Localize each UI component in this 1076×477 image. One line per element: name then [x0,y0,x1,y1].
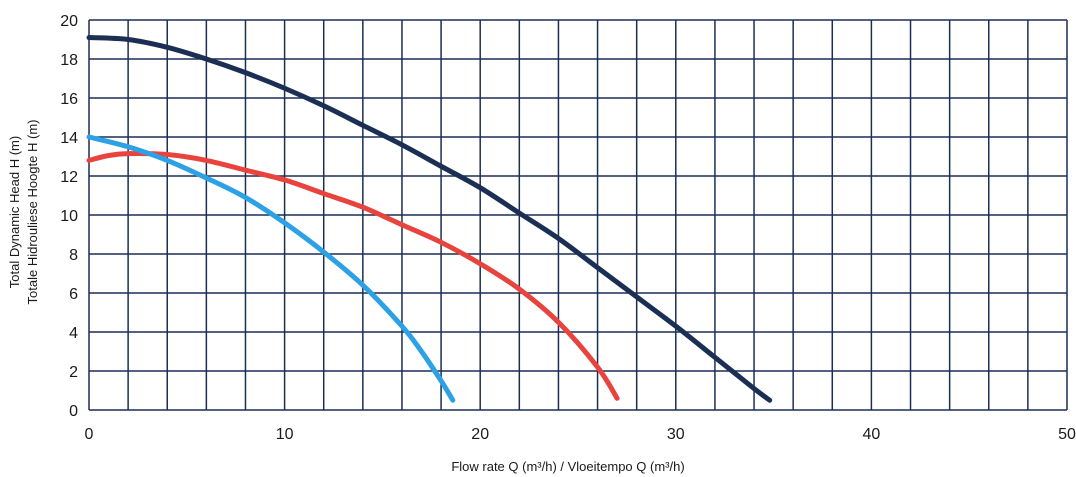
x-tick-label: 0 [85,426,94,443]
y-tick-label: 0 [69,403,78,420]
x-tick-label: 20 [471,426,489,443]
x-tick-label: 50 [1058,426,1076,443]
y-tick-label: 8 [69,247,78,264]
series-group [86,35,773,403]
x-tick-label: 30 [667,426,685,443]
y-tick-label: 20 [60,13,78,30]
y-tick-label: 14 [60,130,78,147]
series-line-1 [86,35,773,403]
y-tick-label: 10 [60,208,78,225]
grid [88,19,1068,411]
series-line-3 [86,134,456,403]
y-tick-label: 18 [60,52,78,69]
y-tick-label: 6 [69,286,78,303]
y-axis-label-line-1: Total Dynamic Head H (m) [7,136,22,288]
x-axis-label: Flow rate Q (m³/h) / Vloeitempo Q (m³/h) [451,459,684,474]
y-tick-label: 12 [60,169,78,186]
x-tick-label: 10 [276,426,294,443]
y-axis-label-line-2: Totale Hidrouliese Hoogte H (m) [25,120,40,305]
y-tick-label: 4 [69,325,78,342]
x-tick-label: 40 [863,426,881,443]
tick-labels: 0 10 20 30 40 50 0 2 4 6 8 10 12 14 16 18 20 [60,13,1076,443]
y-tick-label: 2 [69,364,78,381]
y-tick-label: 16 [60,91,78,108]
